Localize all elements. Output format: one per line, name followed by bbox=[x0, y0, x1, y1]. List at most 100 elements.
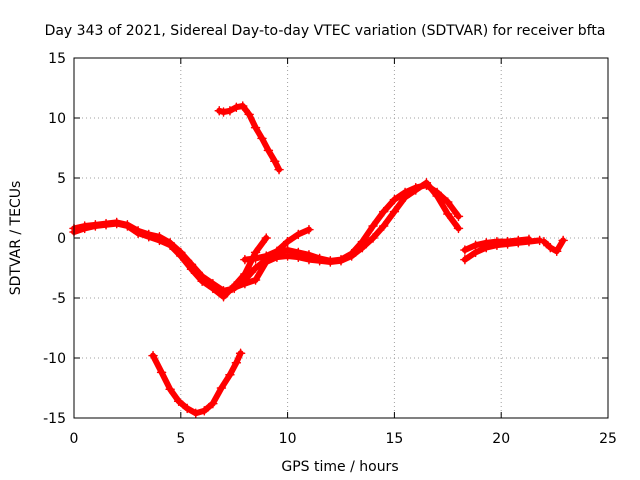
data-point bbox=[304, 254, 314, 265]
data-point bbox=[460, 245, 470, 255]
data-point bbox=[186, 264, 197, 274]
data-point bbox=[156, 367, 167, 378]
data-point bbox=[240, 269, 250, 279]
data-point bbox=[237, 101, 248, 111]
data-point bbox=[470, 240, 481, 250]
data-point bbox=[378, 206, 389, 217]
data-point bbox=[208, 398, 218, 409]
data-point bbox=[336, 256, 346, 266]
data-point bbox=[411, 185, 421, 195]
data-point bbox=[453, 211, 464, 222]
data-point bbox=[368, 221, 378, 231]
x-tick-label: 15 bbox=[385, 431, 403, 447]
data-point bbox=[227, 283, 237, 294]
data-point bbox=[558, 235, 568, 246]
data-point bbox=[182, 403, 192, 414]
chart-title: Day 343 of 2021, Sidereal Day-to-day VTE… bbox=[45, 23, 606, 39]
data-point bbox=[173, 396, 184, 406]
series-track-i bbox=[148, 348, 246, 418]
data-point bbox=[154, 235, 165, 246]
data-point bbox=[502, 236, 513, 247]
data-point bbox=[218, 292, 229, 302]
data-point bbox=[389, 206, 400, 217]
data-point bbox=[545, 242, 556, 253]
data-point bbox=[199, 406, 210, 416]
data-point bbox=[513, 235, 524, 246]
data-point bbox=[261, 233, 271, 243]
x-tick-label: 5 bbox=[176, 431, 185, 447]
data-point bbox=[346, 251, 357, 261]
data-point bbox=[218, 107, 229, 117]
data-point bbox=[274, 164, 284, 175]
data-point bbox=[257, 133, 267, 144]
data-point bbox=[148, 350, 158, 361]
data-point bbox=[133, 228, 143, 238]
y-tick-label: 10 bbox=[48, 111, 66, 127]
data-point bbox=[272, 246, 282, 256]
data-point bbox=[214, 106, 224, 116]
data-point bbox=[282, 236, 293, 247]
data-point bbox=[250, 122, 261, 133]
data-point bbox=[250, 263, 261, 273]
y-tick-label: 5 bbox=[57, 171, 66, 187]
data-point bbox=[378, 221, 389, 231]
series-track-d bbox=[240, 224, 314, 265]
series-track-f bbox=[460, 234, 534, 255]
data-point bbox=[225, 370, 235, 380]
data-point bbox=[165, 384, 175, 394]
data-point bbox=[293, 252, 304, 262]
x-axis: 0 5 10 15 20 25 bbox=[70, 58, 617, 447]
y-tick-label: -5 bbox=[52, 291, 66, 307]
data-point bbox=[282, 251, 293, 261]
data-point bbox=[208, 283, 218, 294]
data-point bbox=[421, 178, 432, 188]
y-tick-label: 15 bbox=[48, 51, 66, 67]
series-line bbox=[229, 179, 462, 292]
data-point bbox=[144, 232, 154, 242]
y-axis: 15 10 5 0 -5 -10 -15 bbox=[43, 51, 608, 427]
data-point bbox=[357, 242, 368, 253]
data-point bbox=[443, 197, 453, 207]
data-point bbox=[90, 221, 101, 231]
data-point bbox=[368, 233, 378, 243]
data-point bbox=[261, 251, 271, 261]
data-point bbox=[325, 257, 336, 267]
data-point bbox=[235, 348, 246, 358]
data-point bbox=[453, 223, 464, 234]
data-point bbox=[111, 218, 122, 229]
data-point bbox=[216, 383, 227, 393]
series-line bbox=[540, 237, 567, 255]
data-point bbox=[191, 408, 201, 418]
y-tick-label: -15 bbox=[43, 411, 66, 427]
data-point bbox=[551, 246, 562, 256]
data-point bbox=[122, 221, 133, 231]
data-point bbox=[481, 238, 491, 248]
series-track-b bbox=[69, 218, 271, 302]
data-point bbox=[101, 220, 111, 230]
y-tick-label: -10 bbox=[43, 351, 66, 367]
data-point bbox=[539, 236, 549, 247]
x-tick-label: 0 bbox=[70, 431, 79, 447]
data-point bbox=[197, 276, 207, 286]
data-point bbox=[304, 224, 314, 235]
data-point bbox=[250, 253, 261, 264]
data-point bbox=[270, 156, 280, 166]
data-point bbox=[293, 229, 304, 240]
data-point bbox=[524, 234, 534, 244]
data-point bbox=[432, 191, 442, 201]
data-point bbox=[389, 194, 400, 205]
series-track-g bbox=[539, 235, 568, 256]
data-point bbox=[225, 106, 235, 116]
x-tick-label: 20 bbox=[492, 431, 510, 447]
data-point bbox=[460, 254, 470, 265]
series-layer bbox=[69, 101, 568, 418]
x-tick-label: 10 bbox=[279, 431, 297, 447]
data-point bbox=[443, 209, 453, 219]
data-point bbox=[263, 145, 274, 156]
series-track-c bbox=[227, 178, 464, 294]
data-point bbox=[250, 275, 261, 285]
data-point bbox=[240, 278, 250, 289]
data-point bbox=[165, 240, 175, 250]
data-point bbox=[231, 102, 242, 112]
